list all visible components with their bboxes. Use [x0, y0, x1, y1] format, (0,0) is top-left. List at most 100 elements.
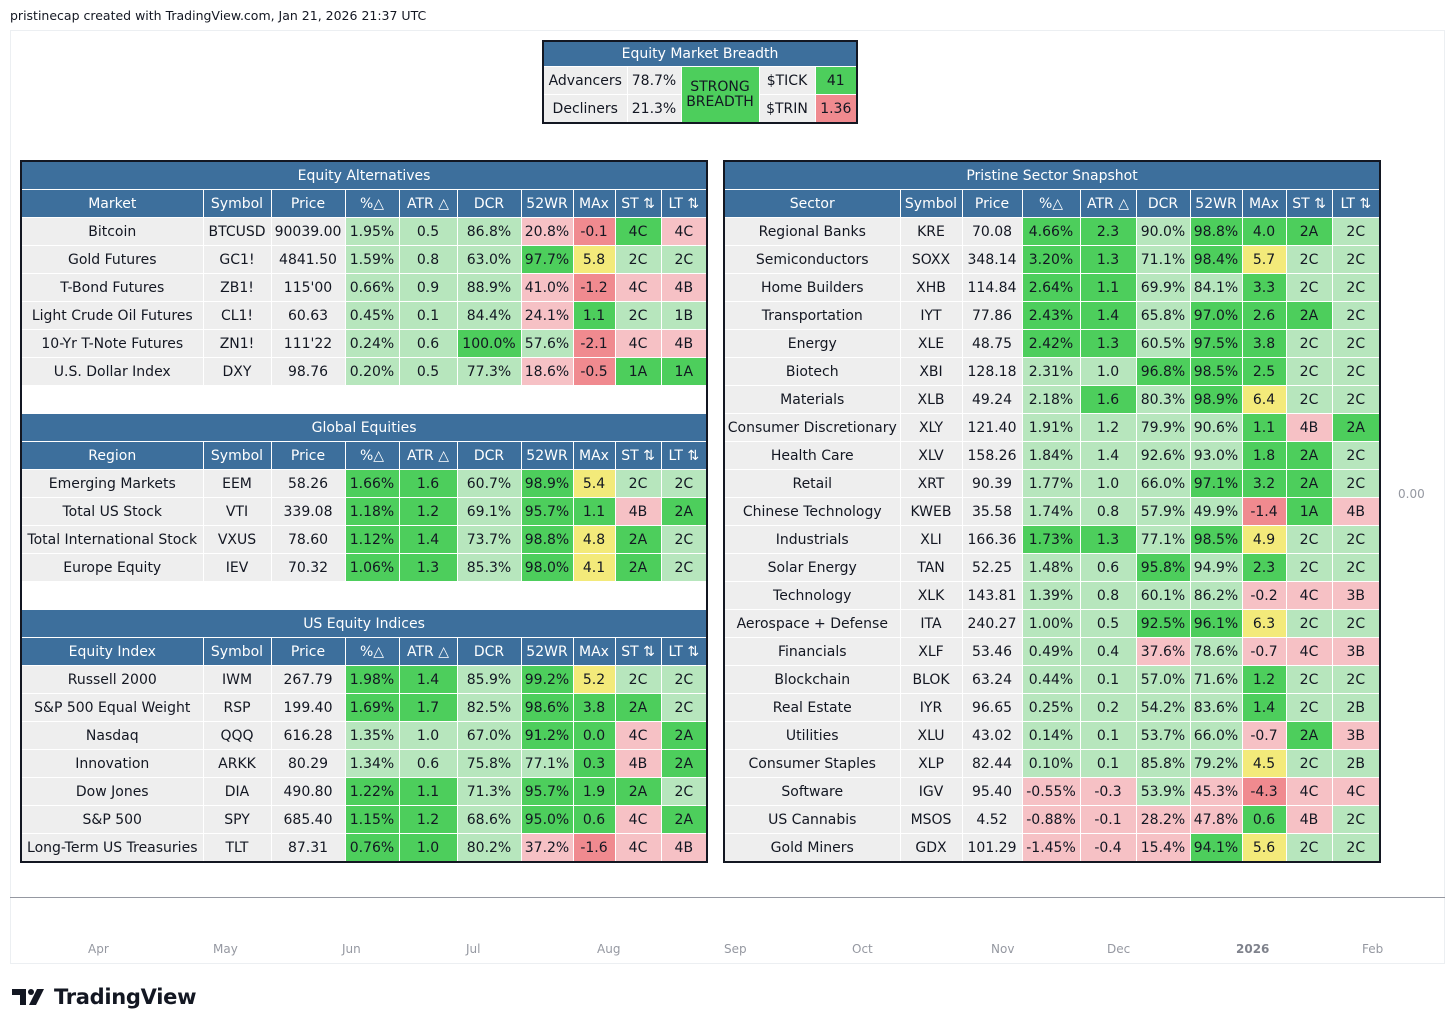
col-header-symbol[interactable]: Symbol [202, 189, 272, 218]
row-lt-stage: 2C [660, 693, 708, 722]
table-row[interactable]: Financials XLF 53.46 0.49% 0.4 37.6% 78.6% -0.7… [723, 637, 1381, 666]
table-row[interactable]: S&P 500 SPY 685.40 1.15% 1.2 68.6% 95.0% 0.6 4C 2… [20, 805, 708, 834]
table-row[interactable]: Total US Stock VTI 339.08 1.18% 1.2 69.1% 95.7… [20, 497, 708, 526]
table-row[interactable]: US Cannabis MSOS 4.52 -0.88% -0.1 28.2% 47.8% 0… [723, 805, 1381, 834]
table-row[interactable]: Industrials XLI 166.36 1.73% 1.3 77.1% 98.5% 4.… [723, 525, 1381, 554]
table-row[interactable]: Russell 2000 IWM 267.79 1.98% 1.4 85.9% 99.2% 5… [20, 665, 708, 694]
row-max: 4.8 [572, 525, 616, 554]
row-atr-change: 1.0 [1079, 469, 1137, 498]
table-row[interactable]: Blockchain BLOK 63.24 0.44% 0.1 57.0% 71.6% 1.2… [723, 665, 1381, 694]
row-dcr: 69.9% [1135, 273, 1191, 302]
col-header-pct[interactable]: %△ [344, 637, 400, 666]
col-header-atr[interactable]: ATR △ [398, 441, 458, 470]
table-row[interactable]: Light Crude Oil Futures CL1! 60.63 0.45% 0.1… [20, 301, 708, 330]
table-row[interactable]: Real Estate IYR 96.65 0.25% 0.2 54.2% 83.6% 1.4… [723, 693, 1381, 722]
table-row[interactable]: Solar Energy TAN 52.25 1.48% 0.6 95.8% 94.9% 2.… [723, 553, 1381, 582]
table-row[interactable]: Europe Equity IEV 70.32 1.06% 1.3 85.3% 98.0% 4… [20, 553, 708, 582]
col-header-atr[interactable]: ATR △ [398, 189, 458, 218]
table-row[interactable]: Emerging Markets EEM 58.26 1.66% 1.6 60.7% 98.… [20, 469, 708, 498]
table-row[interactable]: T-Bond Futures ZB1! 115'00 0.66% 0.9 88.9% 41.… [20, 273, 708, 302]
table-row[interactable]: Aerospace + Defense ITA 240.27 1.00% 0.5 92.5… [723, 609, 1381, 638]
col-header-st[interactable]: ST ⇅ [614, 189, 662, 218]
table-row[interactable]: Nasdaq QQQ 616.28 1.35% 1.0 67.0% 91.2% 0.0 4C 2A [20, 721, 708, 750]
col-header-max[interactable]: MAx [572, 189, 616, 218]
col-header-52wr[interactable]: 52WR [520, 637, 574, 666]
table-row[interactable]: Materials XLB 49.24 2.18% 1.6 80.3% 98.9% 6.4 2C… [723, 385, 1381, 414]
col-header-symbol[interactable]: Symbol [899, 189, 963, 218]
col-header-price[interactable]: Price [270, 441, 346, 470]
col-header-st[interactable]: ST ⇅ [614, 637, 662, 666]
row-st-stage: 2C [1285, 357, 1333, 386]
col-header-name[interactable]: Market [20, 189, 204, 218]
col-header-atr[interactable]: ATR △ [398, 637, 458, 666]
col-header-pct[interactable]: %△ [344, 441, 400, 470]
row-lt-stage: 2C [660, 525, 708, 554]
table-row[interactable]: Bitcoin BTCUSD 90039.00 1.95% 0.5 86.8% 20.8% -… [20, 217, 708, 246]
row-symbol: KWEB [899, 497, 963, 526]
col-header-max[interactable]: MAx [1241, 189, 1287, 218]
col-header-52wr[interactable]: 52WR [520, 441, 574, 470]
table-row[interactable]: Transportation IYT 77.86 2.43% 1.4 65.8% 97.0%… [723, 301, 1381, 330]
row-atr-change: 0.6 [398, 329, 458, 358]
table-row[interactable]: S&P 500 Equal Weight RSP 199.40 1.69% 1.7 82.… [20, 693, 708, 722]
col-header-price[interactable]: Price [961, 189, 1023, 218]
col-header-st[interactable]: ST ⇅ [614, 441, 662, 470]
col-header-symbol[interactable]: Symbol [202, 637, 272, 666]
table-row[interactable]: Consumer Discretionary XLY 121.40 1.91% 1.2 7… [723, 413, 1381, 442]
table-row[interactable]: Health Care XLV 158.26 1.84% 1.4 92.6% 93.0% 1.… [723, 441, 1381, 470]
col-header-lt[interactable]: LT ⇅ [660, 441, 708, 470]
col-header-52wr[interactable]: 52WR [1189, 189, 1243, 218]
table-row[interactable]: Utilities XLU 43.02 0.14% 0.1 53.7% 66.0% -0.7 2… [723, 721, 1381, 750]
row-lt-stage: 2C [1331, 805, 1381, 834]
col-header-name[interactable]: Equity Index [20, 637, 204, 666]
table-row[interactable]: Technology XLK 143.81 1.39% 0.8 60.1% 86.2% -0.… [723, 581, 1381, 610]
chart-pane[interactable] [10, 30, 1445, 964]
col-header-dcr[interactable]: DCR [456, 189, 522, 218]
col-header-52wr[interactable]: 52WR [520, 189, 574, 218]
col-header-atr[interactable]: ATR △ [1079, 189, 1137, 218]
col-header-dcr[interactable]: DCR [1135, 189, 1191, 218]
table-row[interactable]: Chinese Technology KWEB 35.58 1.74% 0.8 57.9%… [723, 497, 1381, 526]
table-row[interactable]: Software IGV 95.40 -0.55% -0.3 53.9% 45.3% -4.3… [723, 777, 1381, 806]
table-row[interactable]: Retail XRT 90.39 1.77% 1.0 66.0% 97.1% 3.2 2A 2C [723, 469, 1381, 498]
row-pct-change: 0.76% [344, 833, 400, 863]
table-row[interactable]: Consumer Staples XLP 82.44 0.10% 0.1 85.8% 79.… [723, 749, 1381, 778]
col-header-price[interactable]: Price [270, 637, 346, 666]
col-header-st[interactable]: ST ⇅ [1285, 189, 1333, 218]
table-row[interactable]: Home Builders XHB 114.84 2.64% 1.1 69.9% 84.1%… [723, 273, 1381, 302]
row-lt-stage: 4B [1331, 497, 1381, 526]
table-row[interactable]: Long-Term US Treasuries TLT 87.31 0.76% 1.0 8… [20, 833, 708, 863]
col-header-dcr[interactable]: DCR [456, 441, 522, 470]
row-atr-change: -0.3 [1079, 777, 1137, 806]
table-row[interactable]: 10-Yr T-Note Futures ZN1! 111'22 0.24% 0.6 10… [20, 329, 708, 358]
col-header-symbol[interactable]: Symbol [202, 441, 272, 470]
table-row[interactable]: Gold Futures GC1! 4841.50 1.59% 0.8 63.0% 97.7… [20, 245, 708, 274]
table-row[interactable]: Biotech XBI 128.18 2.31% 1.0 96.8% 98.5% 2.5 2C 2… [723, 357, 1381, 386]
table-row[interactable]: Total International Stock VXUS 78.60 1.12% 1… [20, 525, 708, 554]
time-axis-label: 2026 [1236, 942, 1270, 956]
row-name: Health Care [723, 441, 901, 470]
col-header-max[interactable]: MAx [572, 441, 616, 470]
row-price: 87.31 [270, 833, 346, 863]
row-pct-change: 1.84% [1021, 441, 1081, 470]
table-row[interactable]: Dow Jones DIA 490.80 1.22% 1.1 71.3% 95.7% 1.9 2… [20, 777, 708, 806]
col-header-name[interactable]: Sector [723, 189, 901, 218]
col-header-pct[interactable]: %△ [1021, 189, 1081, 218]
col-header-lt[interactable]: LT ⇅ [660, 637, 708, 666]
table-row[interactable]: Gold Miners GDX 101.29 -1.45% -0.4 15.4% 94.1%… [723, 833, 1381, 863]
table-row[interactable]: U.S. Dollar Index DXY 98.76 0.20% 0.5 77.3% 18… [20, 357, 708, 386]
col-header-max[interactable]: MAx [572, 637, 616, 666]
col-header-name[interactable]: Region [20, 441, 204, 470]
col-header-price[interactable]: Price [270, 189, 346, 218]
table-row[interactable]: Regional Banks KRE 70.08 4.66% 2.3 90.0% 98.8%… [723, 217, 1381, 246]
tradingview-logo[interactable]: TradingView [12, 985, 196, 1009]
col-header-lt[interactable]: LT ⇅ [1331, 189, 1381, 218]
table-row[interactable]: Energy XLE 48.75 2.42% 1.3 60.5% 97.5% 3.8 2C 2C [723, 329, 1381, 358]
row-symbol: XBI [899, 357, 963, 386]
col-header-dcr[interactable]: DCR [456, 637, 522, 666]
col-header-pct[interactable]: %△ [344, 189, 400, 218]
table-row[interactable]: Innovation ARKK 80.29 1.34% 0.6 75.8% 77.1% 0.3… [20, 749, 708, 778]
col-header-lt[interactable]: LT ⇅ [660, 189, 708, 218]
table-row[interactable]: Semiconductors SOXX 348.14 3.20% 1.3 71.1% 98.… [723, 245, 1381, 274]
row-atr-change: 1.4 [398, 525, 458, 554]
